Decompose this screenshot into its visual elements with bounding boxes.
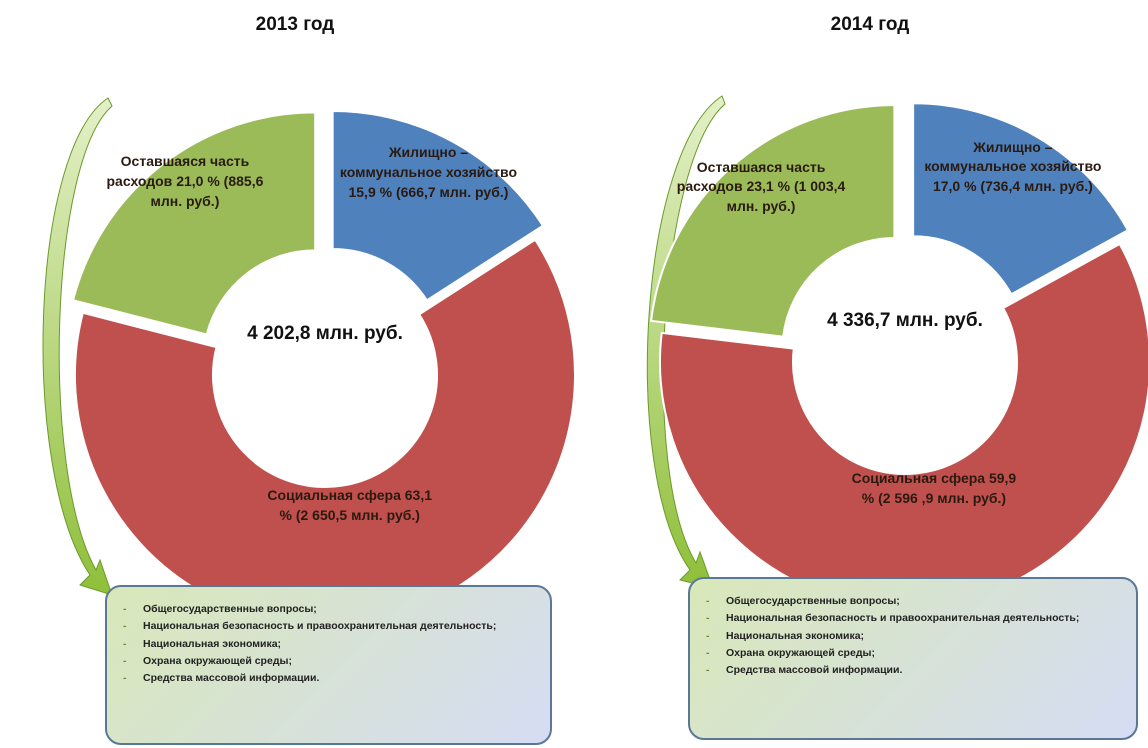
details-item: Национальная экономика; (121, 636, 538, 654)
label-part: 17,0 % (932, 177, 977, 194)
donut-slice (650, 104, 896, 338)
details-item: Общегосударственные вопросы; (704, 593, 1124, 611)
donut-slice (74, 238, 576, 626)
details-item: Национальная безопасность и правоохранит… (121, 618, 538, 636)
label-part: (1 003,4 млн. руб.) (726, 178, 846, 214)
label-part: Оставшаяся часть расходов (676, 158, 826, 195)
details-list: Общегосударственные вопросы;Национальная… (121, 601, 538, 688)
label-part: Социальная сфера (267, 487, 401, 503)
slice-label: Оставшаяся часть расходов 23,1 % (1 003,… (671, 158, 851, 217)
donut-slice (659, 242, 1148, 608)
label-part: (666,7 млн. руб.) (395, 183, 509, 200)
label-part: 21,0 % (176, 173, 220, 190)
details-item: Средства массовой информации. (121, 670, 538, 688)
center-label: 4 202,8 млн. руб. (247, 323, 403, 344)
donut-slice (71, 111, 317, 336)
label-part: (736,4 млн. руб.) (980, 177, 1093, 194)
label-part: Социальная сфера (851, 470, 986, 487)
label-part: (2 596 ,9 млн. руб.) (878, 489, 1007, 506)
slice-label: Социальная сфера 63,1 % (2 650,5 млн. ру… (260, 486, 440, 525)
label-part: (885,6 млн. руб.) (150, 173, 264, 209)
center-total (795, 252, 1015, 472)
details-item: Общегосударственные вопросы; (121, 601, 538, 619)
label-part: Жилищно – коммунальное хозяйство (339, 144, 517, 180)
details-item: Национальная экономика; (704, 628, 1124, 646)
chart-title: 2014 год (830, 14, 910, 35)
slice-label: Оставшаяся часть расходов 21,0 % (885,6 … (95, 152, 275, 211)
donut-slice (912, 102, 1130, 296)
label-part: 59,9 % (861, 470, 1017, 506)
details-item: Национальная безопасность и правоохранит… (704, 610, 1124, 628)
label-part: Оставшаяся часть расходов (106, 153, 250, 190)
slice-label: Жилищно – коммунальное хозяйство 17,0 % … (923, 138, 1103, 197)
donut-slice (331, 109, 545, 302)
label-part: Жилищно – коммунальное хозяйство (924, 138, 1102, 175)
details-list: Общегосударственные вопросы;Национальная… (704, 593, 1124, 680)
slice-label: Жилищно – коммунальное хозяйство 15,9 % … (338, 143, 518, 202)
details-item: Охрана окружающей среды; (121, 653, 538, 671)
details-item: Охрана окружающей среды; (704, 645, 1124, 663)
details-item: Средства массовой информации. (704, 662, 1124, 680)
center-label: 4 336,7 млн. руб. (827, 310, 983, 331)
center-total (215, 265, 435, 485)
label-part: (2 650,5 млн. руб.) (295, 506, 420, 523)
details-box: Общегосударственные вопросы;Национальная… (105, 585, 552, 745)
details-box: Общегосударственные вопросы;Национальная… (688, 577, 1138, 740)
chart-title: 2013 год (255, 14, 335, 35)
label-part: 15,9 % (348, 183, 393, 200)
label-part: 23,1 % (746, 178, 791, 195)
slice-label: Социальная сфера 59,9 % (2 596 ,9 млн. р… (844, 469, 1024, 508)
label-part: 63,1 % (279, 487, 432, 523)
